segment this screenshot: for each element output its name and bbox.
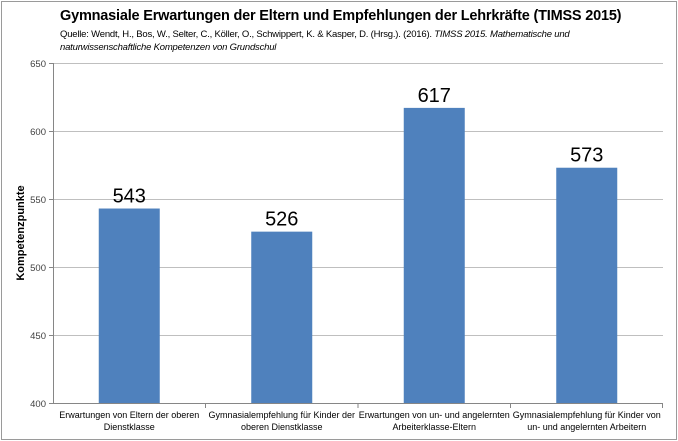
bar xyxy=(403,107,465,403)
bar xyxy=(251,231,313,403)
x-category-label: un- und angelernten Arbeitern xyxy=(527,422,646,432)
x-category-label: Dienstklasse xyxy=(104,422,155,432)
x-category-label: Erwartungen von un- und angelernten xyxy=(359,410,510,420)
y-tick-label: 550 xyxy=(30,195,46,206)
chart-title: Gymnasiale Erwartungen der Eltern und Em… xyxy=(60,8,622,24)
source-title: TIMSS 2015. Mathematische und naturwisse… xyxy=(60,29,570,53)
x-category-label: Gymnasialempfehlung für Kinder der xyxy=(208,410,355,420)
chart-source: Quelle: Wendt, H., Bos, W., Selter, C., … xyxy=(60,28,660,54)
y-tick-label: 400 xyxy=(30,399,46,410)
x-category-label: oberen Dienstklasse xyxy=(241,422,323,432)
y-tick-label: 450 xyxy=(30,331,46,342)
y-tick-label: 600 xyxy=(30,127,46,138)
data-label: 573 xyxy=(570,145,603,167)
source-text: Quelle: Wendt, H., Bos, W., Selter, C., … xyxy=(60,29,435,40)
data-label: 617 xyxy=(418,85,451,107)
y-tick-label: 650 xyxy=(30,59,46,70)
x-category-label: Erwartungen von Eltern der oberen xyxy=(59,410,199,420)
x-category-label: Arbeiterklasse-Eltern xyxy=(392,422,476,432)
y-axis-label: Kompetenzpunkte xyxy=(15,185,27,280)
bar xyxy=(556,167,618,403)
x-category-label: Gymnasialempfehlung für Kinder von xyxy=(513,410,661,420)
data-label: 543 xyxy=(113,186,146,208)
data-label: 526 xyxy=(265,209,298,231)
y-tick-label: 500 xyxy=(30,263,46,274)
bar xyxy=(98,208,160,403)
